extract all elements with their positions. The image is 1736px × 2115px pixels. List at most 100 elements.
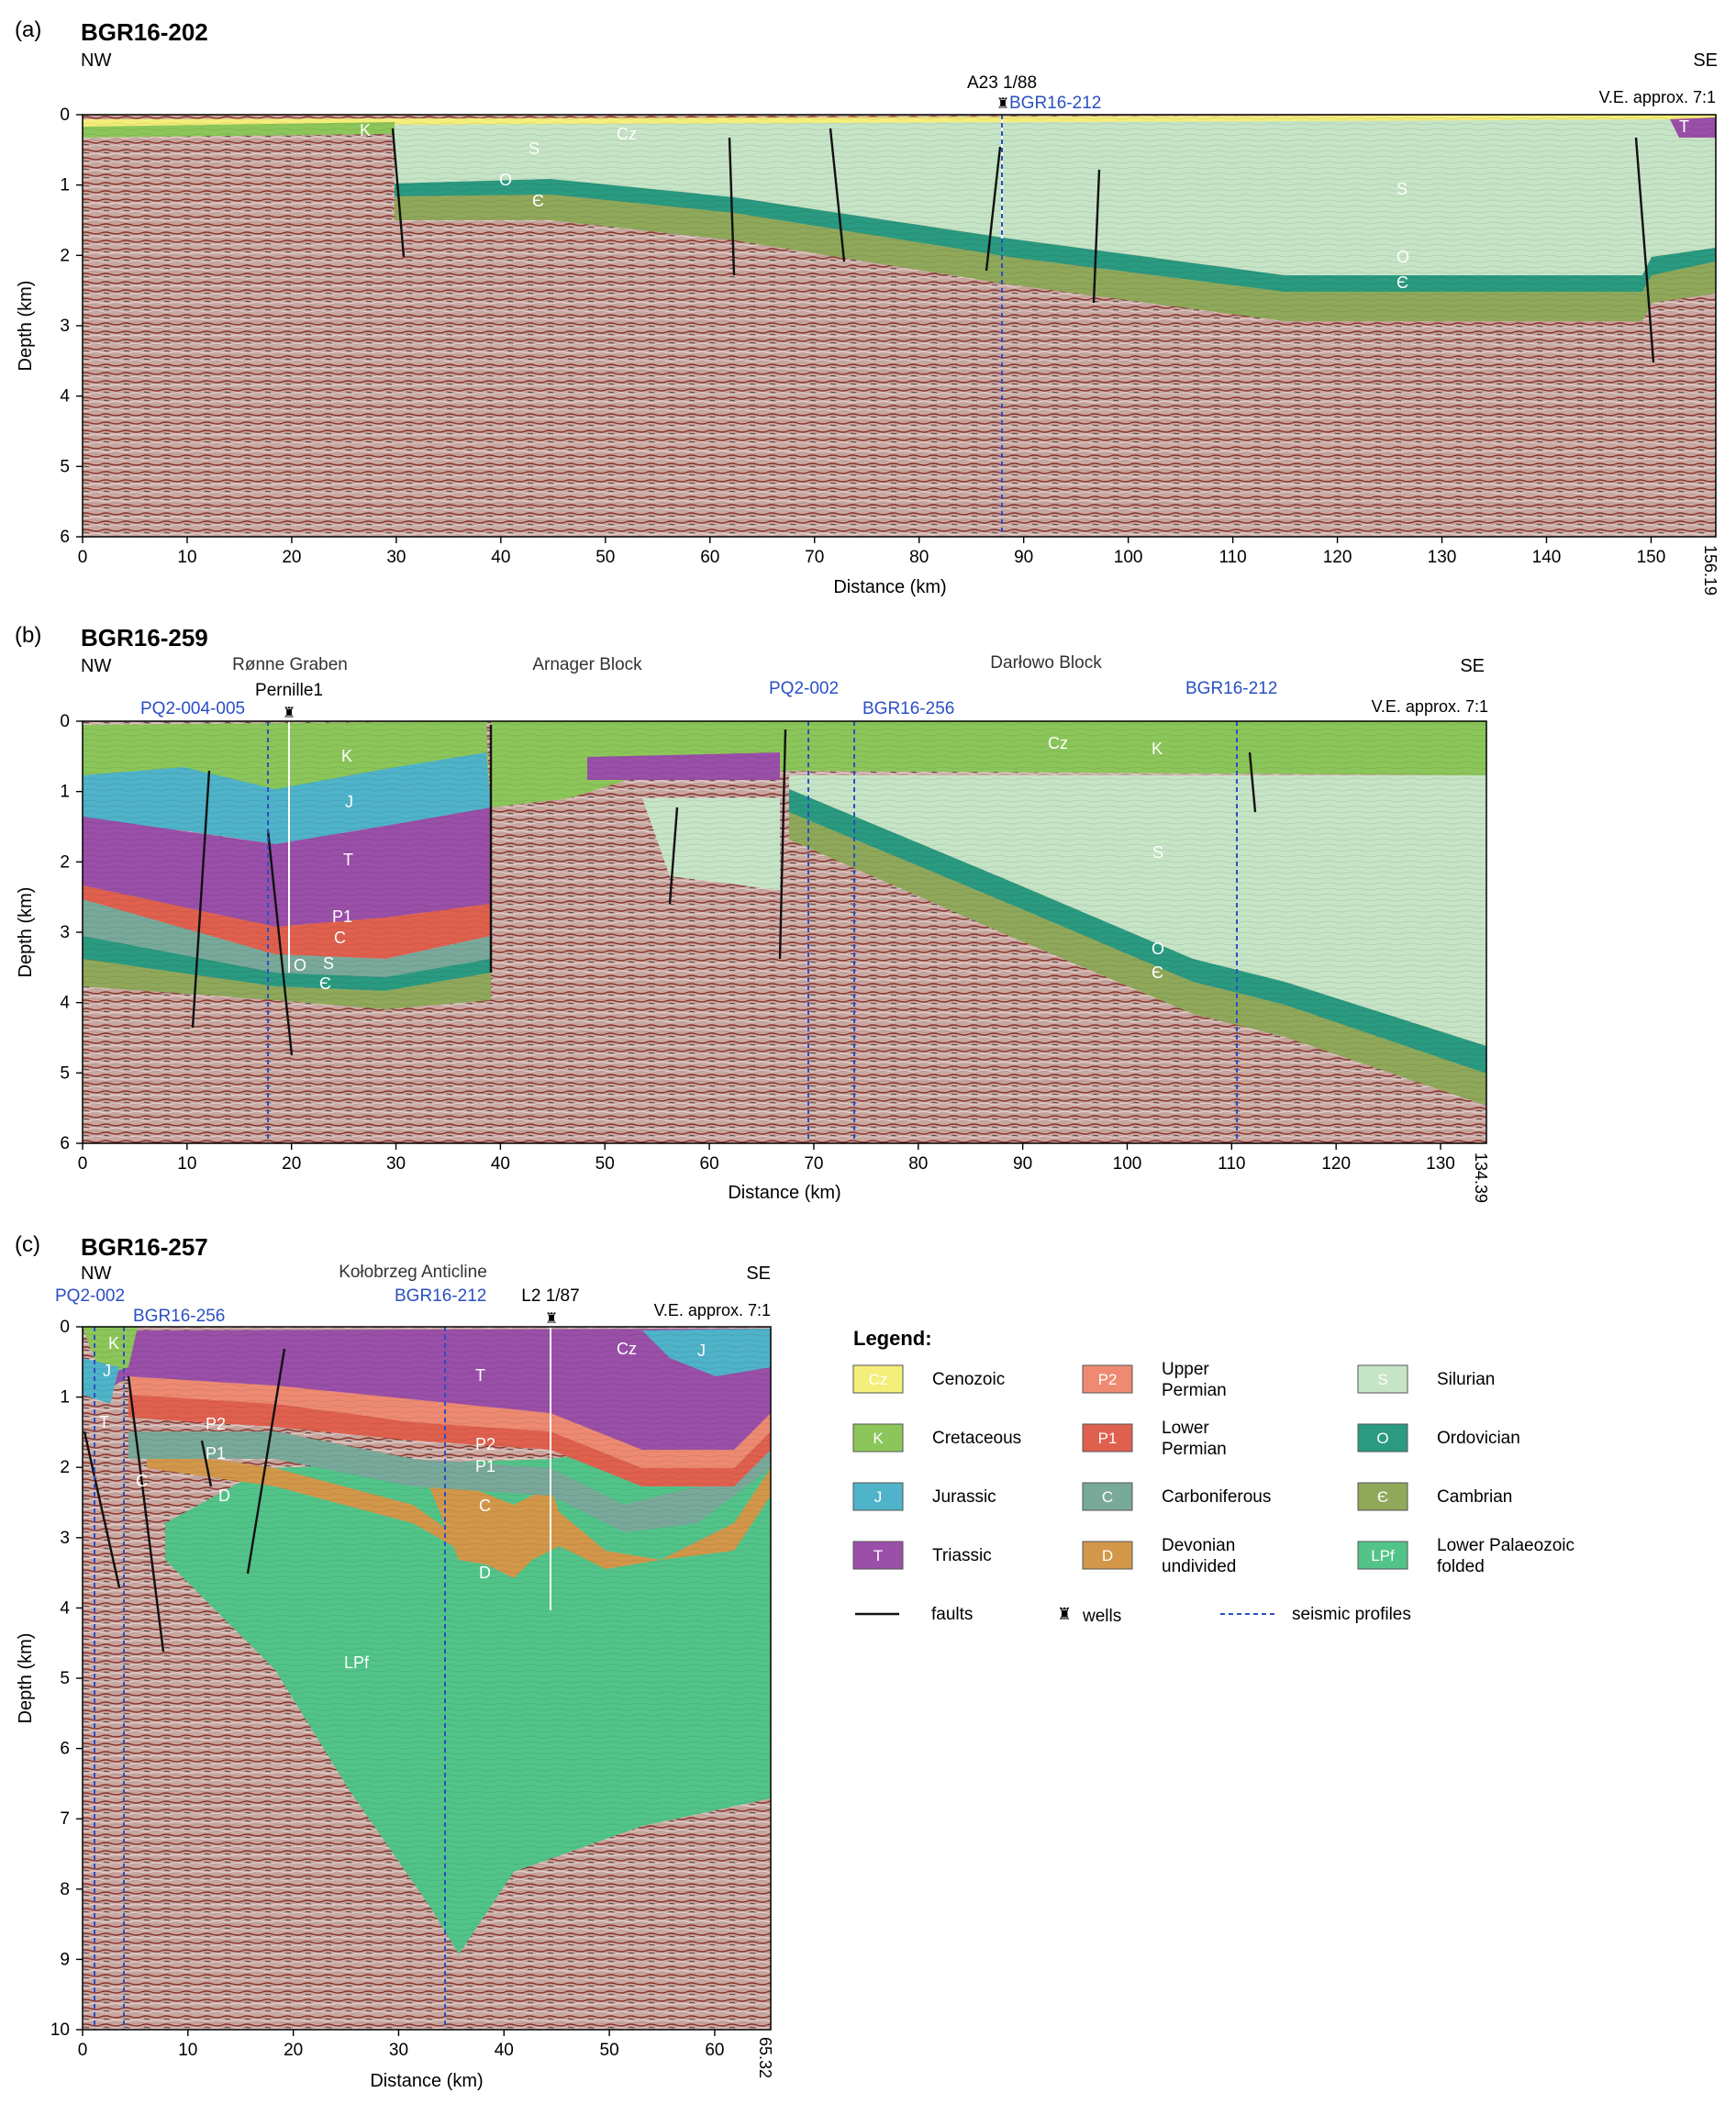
legend-name: Jurassic — [932, 1487, 996, 1507]
x-tick-label: 120 — [1323, 548, 1352, 567]
x-tick-label: 90 — [1013, 1154, 1032, 1174]
legend-swatch — [1082, 1541, 1133, 1570]
legend-code: D — [1102, 1547, 1113, 1564]
y-tick-label: 5 — [60, 1063, 70, 1083]
axes: 0 10 20 30 40 50 60 70 80 90 100 110 120 130 140 150 0 1… — [16, 106, 1719, 597]
legend-name: Devonian undivided — [1162, 1536, 1236, 1576]
y-tick-label: 2 — [60, 852, 70, 872]
faults — [83, 1348, 286, 1653]
svg-text:K: K — [1152, 740, 1163, 758]
legend-swatch — [1082, 1423, 1133, 1453]
svg-text:K: K — [108, 1334, 119, 1352]
legend-item: D Devonian undivided — [1082, 1536, 1236, 1576]
panel-letter: (b) — [15, 623, 41, 648]
legend-items: Cz Cenozoic K Cretaceous J Jurassic T Triassic P… — [852, 1360, 1575, 1576]
well-icon: ♜ — [1057, 1605, 1072, 1623]
nw-label: NW — [81, 50, 111, 71]
x-tick-label: 80 — [909, 548, 929, 567]
x-tick-label: 150 — [1637, 548, 1666, 567]
structure-label: Kołobrzeg Anticline — [339, 1263, 487, 1282]
y-tick-label: 1 — [60, 176, 70, 195]
x-tick-label: 40 — [491, 1154, 510, 1174]
svg-text:T: T — [343, 851, 353, 869]
x-tick-label: 120 — [1321, 1154, 1351, 1174]
svg-text:Є: Є — [1152, 963, 1163, 982]
legend-item: J Jurassic — [852, 1482, 996, 1511]
legend-name: Carboniferous — [1162, 1487, 1271, 1507]
x-ticks: 0 10 20 30 40 50 60 70 80 90 100 110 120 130 — [78, 1143, 1455, 1174]
svg-text:BGR16-256: BGR16-256 — [862, 699, 954, 718]
structure-label: Darłowo Block — [990, 653, 1102, 673]
legend-code: P1 — [1098, 1430, 1118, 1447]
x-tick-label: 30 — [386, 1154, 406, 1174]
x-tick-label: 30 — [386, 548, 406, 567]
y-tick-label: 4 — [60, 1598, 70, 1618]
profile-labels: PQ2-004-005 PQ2-002 BGR16-256 BGR16-212 — [140, 679, 1277, 718]
se-label: SE — [1460, 656, 1485, 676]
legend-code: C — [1102, 1488, 1113, 1506]
x-tick-label: 110 — [1219, 548, 1246, 567]
svg-text:Є: Є — [532, 192, 544, 210]
x-tick-label: 100 — [1113, 1154, 1142, 1174]
x-tick-label: 50 — [600, 2041, 619, 2060]
ve-label: V.E. approx. 7:1 — [654, 1301, 771, 1319]
legend-code: LPf — [1371, 1547, 1395, 1564]
y-tick-label: 10 — [50, 2020, 70, 2040]
x-tick-label: 10 — [177, 548, 196, 567]
y-tick-label: 3 — [60, 923, 70, 942]
structure-label: Rønne Graben — [232, 655, 348, 674]
legend-swatch — [1357, 1482, 1408, 1511]
x-tick-label: 0 — [78, 1154, 88, 1174]
svg-text:O: O — [294, 956, 306, 974]
y-tick-label: 6 — [60, 1740, 70, 1759]
x-tick-label: 50 — [595, 1154, 615, 1174]
y-tick-label: 3 — [60, 1529, 70, 1548]
faults — [391, 128, 1655, 363]
x-tick-label: 40 — [495, 2041, 514, 2060]
legend-code: J — [874, 1488, 883, 1506]
svg-text:C: C — [479, 1497, 491, 1515]
legend-title: Legend: — [853, 1327, 932, 1350]
y-ticks: 0 1 2 3 4 5 6 7 8 9 10 — [50, 1318, 83, 2040]
svg-text:T: T — [99, 1413, 109, 1431]
x-axis-label: Distance (km) — [833, 577, 946, 597]
svg-text:S: S — [529, 139, 540, 158]
legend-code: P2 — [1098, 1371, 1118, 1388]
y-tick-label: 4 — [60, 387, 70, 406]
panel-c: (c) BGR16-257 NW SE V.E. approx. 7:1 Koł… — [15, 1232, 774, 2091]
legend-item: C Carboniferous — [1082, 1482, 1271, 1511]
svg-text:O: O — [1397, 248, 1409, 266]
y-tick-label: 0 — [60, 106, 70, 125]
legend-name: Ordovician — [1437, 1429, 1520, 1448]
seismic-profile-lines — [267, 721, 1238, 1143]
axes: 0 10 20 30 40 50 60 70 80 90 100 110 120 130 0123456 … — [16, 712, 1490, 1203]
x-tick-label: 80 — [908, 1154, 928, 1174]
x-tick-label: 70 — [804, 1154, 823, 1174]
x-tick-label: 30 — [389, 2041, 408, 2060]
legend-item: O Ordovician — [1357, 1423, 1520, 1453]
end-distance: 65.32 — [756, 2037, 774, 2078]
x-tick-label: 60 — [700, 1154, 719, 1174]
x-tick-label: 90 — [1014, 548, 1033, 567]
svg-text:C: C — [334, 929, 346, 947]
legend-name: Cambrian — [1437, 1487, 1512, 1507]
panel-title: BGR16-257 — [81, 1233, 208, 1261]
legend-item: P1 Lower Permian — [1082, 1419, 1227, 1459]
y-axis-label: Depth (km) — [16, 281, 36, 372]
y-tick-label: 6 — [60, 1134, 70, 1153]
legend-swatch — [852, 1482, 904, 1511]
y-tick-label: 3 — [60, 317, 70, 336]
svg-text:C: C — [136, 1472, 148, 1490]
seismic-profile-lines — [94, 1327, 446, 2030]
x-tick-label: 0 — [78, 2041, 88, 2060]
y-tick-label: 1 — [60, 1388, 70, 1408]
legend-swatch — [852, 1541, 904, 1570]
y-ticks: 0 1 2 3 4 5 6 — [60, 712, 83, 1153]
legend-wells: wells — [1082, 1607, 1121, 1626]
y-ticks: 0 1 2 3 4 5 6 — [60, 106, 83, 547]
legend-swatch — [1082, 1364, 1133, 1394]
x-tick-label: 20 — [282, 548, 301, 567]
x-tick-label: 130 — [1426, 1154, 1455, 1174]
